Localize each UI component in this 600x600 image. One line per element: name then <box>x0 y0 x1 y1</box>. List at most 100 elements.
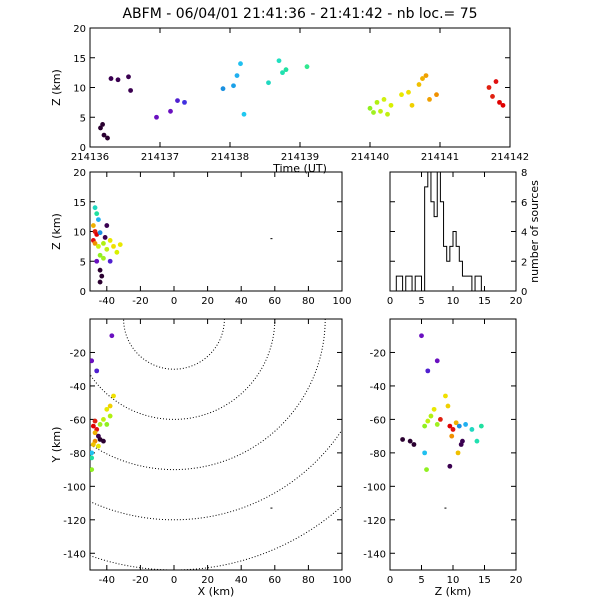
x-axis-label: Z (km) <box>435 585 472 598</box>
data-point <box>270 507 273 509</box>
y-tick-label: -60 <box>370 415 386 426</box>
data-point <box>486 85 492 90</box>
x-tick-label: 60 <box>268 296 281 307</box>
data-point <box>111 393 116 399</box>
x-tick-label: 214140 <box>351 152 389 163</box>
x-tick-label: 40 <box>235 575 248 586</box>
data-point <box>96 243 101 249</box>
data-point <box>424 467 429 472</box>
data-marks <box>98 58 506 141</box>
axes-frame <box>89 27 511 148</box>
data-point <box>280 70 285 76</box>
data-point <box>427 97 432 102</box>
x-tick-label: 80 <box>302 296 315 307</box>
data-point <box>434 422 440 427</box>
data-point <box>497 99 502 105</box>
data-point <box>101 255 106 261</box>
data-point <box>283 67 289 73</box>
data-point <box>107 258 113 264</box>
data-point <box>101 417 106 422</box>
data-point <box>425 368 431 374</box>
x-tick-label: 20 <box>201 296 214 307</box>
data-point <box>175 98 180 103</box>
data-point <box>434 92 439 98</box>
data-point <box>469 427 475 432</box>
data-point <box>445 403 451 409</box>
data-point <box>115 77 121 83</box>
data-point <box>231 83 236 89</box>
data-point <box>367 105 373 111</box>
x-axis-label: X (km) <box>198 585 235 598</box>
y-tick-label: -120 <box>363 516 386 527</box>
y-tick-label: -40 <box>370 382 386 393</box>
x-tick-label: 20 <box>510 296 523 307</box>
data-point <box>104 223 110 228</box>
data-point <box>96 217 101 223</box>
x-tick-label: 100 <box>332 575 351 586</box>
data-point <box>455 450 461 456</box>
data-point <box>168 108 173 114</box>
y-tick-label: -20 <box>370 348 386 359</box>
y-tick-label: 4 <box>521 228 527 239</box>
data-point <box>500 102 506 108</box>
data-point <box>431 406 437 412</box>
y-tick-label: -80 <box>70 449 86 460</box>
x-tick-label: 80 <box>302 575 315 586</box>
y-tick-label: 5 <box>80 113 86 124</box>
data-marks <box>400 333 484 509</box>
y-axis-label: Z (km) <box>50 213 63 250</box>
x-tick-label: 0 <box>171 296 177 307</box>
data-point <box>407 438 413 444</box>
y-tick-label: -120 <box>63 516 86 527</box>
data-point <box>411 442 417 447</box>
y-tick-label: 0 <box>80 287 86 298</box>
data-point <box>90 442 96 447</box>
x-tick-label: -40 <box>99 575 115 586</box>
data-point <box>92 205 98 211</box>
data-point <box>101 438 106 444</box>
data-point <box>304 64 310 70</box>
axes-frame <box>389 318 517 571</box>
data-point <box>447 423 453 429</box>
data-point <box>234 73 240 78</box>
data-point <box>90 223 96 228</box>
data-point <box>409 102 415 108</box>
data-point <box>107 403 113 409</box>
range-ring <box>123 319 225 370</box>
data-point <box>97 279 103 285</box>
range-ring <box>90 428 342 521</box>
data-point <box>241 111 247 117</box>
data-point <box>434 358 440 364</box>
data-point <box>422 423 428 429</box>
panel-z-y-view: 0 5 10 15 20 -140 -120 -100 -80 -60 -40 -20 Z (km) <box>363 318 523 598</box>
data-point <box>90 423 96 429</box>
x-tick-label: 100 <box>332 296 351 307</box>
data-point <box>92 241 98 246</box>
x-tick-label: -40 <box>99 296 115 307</box>
x-tick-label: 0 <box>387 296 393 307</box>
data-point <box>423 73 429 78</box>
data-point <box>425 418 431 424</box>
data-point <box>449 433 455 439</box>
x-tick-label: 40 <box>235 296 248 307</box>
x-tick-label: 20 <box>201 575 214 586</box>
y-tick-label: 5 <box>80 257 86 268</box>
data-point <box>108 76 114 81</box>
data-point <box>104 246 110 252</box>
data-point <box>463 422 468 427</box>
x-tick-label: 20 <box>510 575 523 586</box>
data-point <box>447 463 453 469</box>
x-tick-label: 214136 <box>71 152 109 163</box>
x-tick-label: 214139 <box>281 152 319 163</box>
y-tick-label: 20 <box>73 168 86 179</box>
x-tick-label: 10 <box>447 575 460 586</box>
data-point <box>493 79 499 84</box>
data-point <box>107 238 113 243</box>
y-tick-label: 8 <box>521 168 527 179</box>
y-tick-label: 0 <box>80 143 86 154</box>
data-point <box>478 423 484 429</box>
data-point <box>104 406 110 412</box>
data-point <box>238 61 243 67</box>
